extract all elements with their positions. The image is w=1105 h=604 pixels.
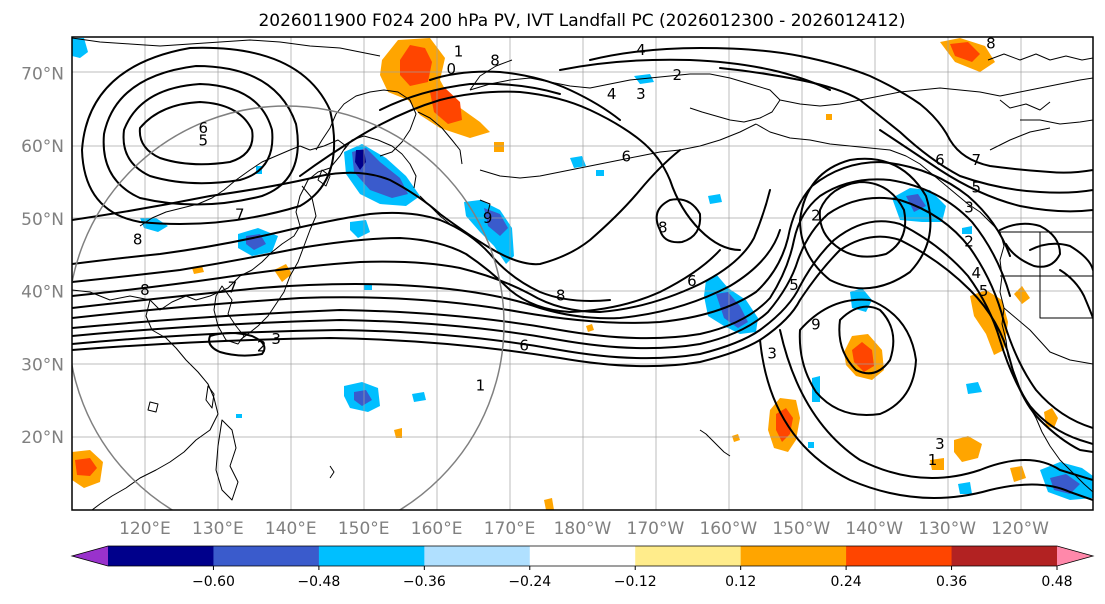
contour-label: 3 [271,330,281,348]
lat-tick-label: 60°N [21,137,64,157]
lon-tick-label: 140°W [845,519,903,539]
contour-label: 4 [636,41,646,59]
colorbar-segment [424,546,531,566]
contour-label: 1 [928,451,938,469]
colorbar-tick-label: −0.60 [192,574,235,590]
colorbar-tick-label: −0.36 [403,574,446,590]
colorbar-tick-label: 0.12 [725,574,756,590]
contour-label: 8 [490,51,500,69]
positive-anomaly-region [72,38,1058,510]
contour-label: 6 [621,147,631,165]
contour-label: 3 [935,435,945,453]
contour-label: 3 [767,345,777,363]
contour-label: 7 [228,278,238,296]
contour-label: 8 [658,219,668,237]
lon-tick-label: 160°W [699,519,757,539]
map-frame [71,36,1094,511]
contour-label: 6 [935,151,945,169]
contour-label: 9 [811,315,821,333]
contour-label: 6 [687,272,697,290]
contour-label: 2 [673,66,683,84]
colorbar-segment [108,546,214,566]
longitude-tick-labels: 120°E 130°E 140°E 150°E 160°E 170°E 180°W 170°W… [119,519,1049,539]
lon-tick-label: 150°W [772,519,830,539]
contour-label: 8 [140,281,150,299]
colorbar-segment [529,546,636,566]
figure-title: 2026011900 F024 200 hPa PV, IVT Landfall… [258,11,905,31]
colorbar-min-extension [72,546,108,566]
colorbar: −0.60 −0.48 −0.36 −0.24 −0.12 0.12 0.24 0.36 0.4… [70,545,1095,590]
colorbar-tick-label: −0.48 [297,574,340,590]
lon-tick-label: 150°E [338,519,390,539]
contour-label: 3 [964,198,974,216]
colorbar-tick-label: 0.36 [936,574,967,590]
lat-tick-label: 40°N [21,283,64,303]
lat-tick-label: 30°N [21,355,64,375]
contour-label: 1 [454,43,464,61]
contour-label: 1 [476,377,486,395]
contour-label: 8 [986,35,996,53]
lat-tick-label: 20°N [21,428,64,448]
lon-tick-label: 160°E [411,519,463,539]
graticule [72,37,1093,510]
contour-label: 4 [607,85,617,103]
pv-contours [72,46,1093,501]
negative-anomaly-region [72,38,1093,500]
colorbar-tick-label: −0.24 [508,574,551,590]
lat-tick-label: 50°N [21,210,64,230]
ivt-shading [72,38,1093,510]
contour-label: 4 [972,264,982,282]
latitude-tick-labels: 70°N 60°N 50°N 40°N 30°N 20°N [21,64,64,448]
colorbar-tick-label: 0.24 [831,574,862,590]
lon-tick-label: 120°W [991,519,1049,539]
contour-label: 3 [636,85,646,103]
lon-tick-label: 120°E [119,519,171,539]
lon-tick-label: 130°E [192,519,244,539]
lon-tick-label: 140°E [265,519,317,539]
colorbar-tick-label: −0.12 [614,574,657,590]
contour-label: 8 [556,286,566,304]
contour-label: 7 [972,151,982,169]
contour-label: 5 [198,131,208,149]
lon-tick-label: 180°W [554,519,612,539]
contour-label: 2 [964,232,974,250]
contour-label: 8 [133,230,143,248]
landfall-region-circle [72,105,505,510]
colorbar-segment [951,546,1058,566]
contour-label: 6 [519,337,529,355]
lon-tick-label: 170°E [484,519,536,539]
contour-label: 7 [235,206,245,224]
colorbar-segment [635,546,742,566]
contour-label: 5 [979,282,989,300]
contour-label: 2 [811,206,821,224]
colorbar-max-extension [1057,546,1093,566]
colorbar-outline [70,545,1095,567]
contour-label: 2 [257,337,267,355]
lon-tick-label: 130°W [918,519,976,539]
colorbar-tick-label: 0.48 [1041,574,1072,590]
colorbar-segment [213,546,320,566]
contour-label: 5 [789,276,799,294]
lon-tick-label: 170°W [627,519,685,539]
contour-label: 5 [972,179,982,197]
contour-label: 9 [483,209,493,227]
lat-tick-label: 70°N [21,64,64,84]
colorbar-segment [846,546,953,566]
contour-label: 0 [446,60,456,78]
colorbar-segment [318,546,425,566]
contour-label: 6 [198,119,208,137]
colorbar-segment [740,546,847,566]
